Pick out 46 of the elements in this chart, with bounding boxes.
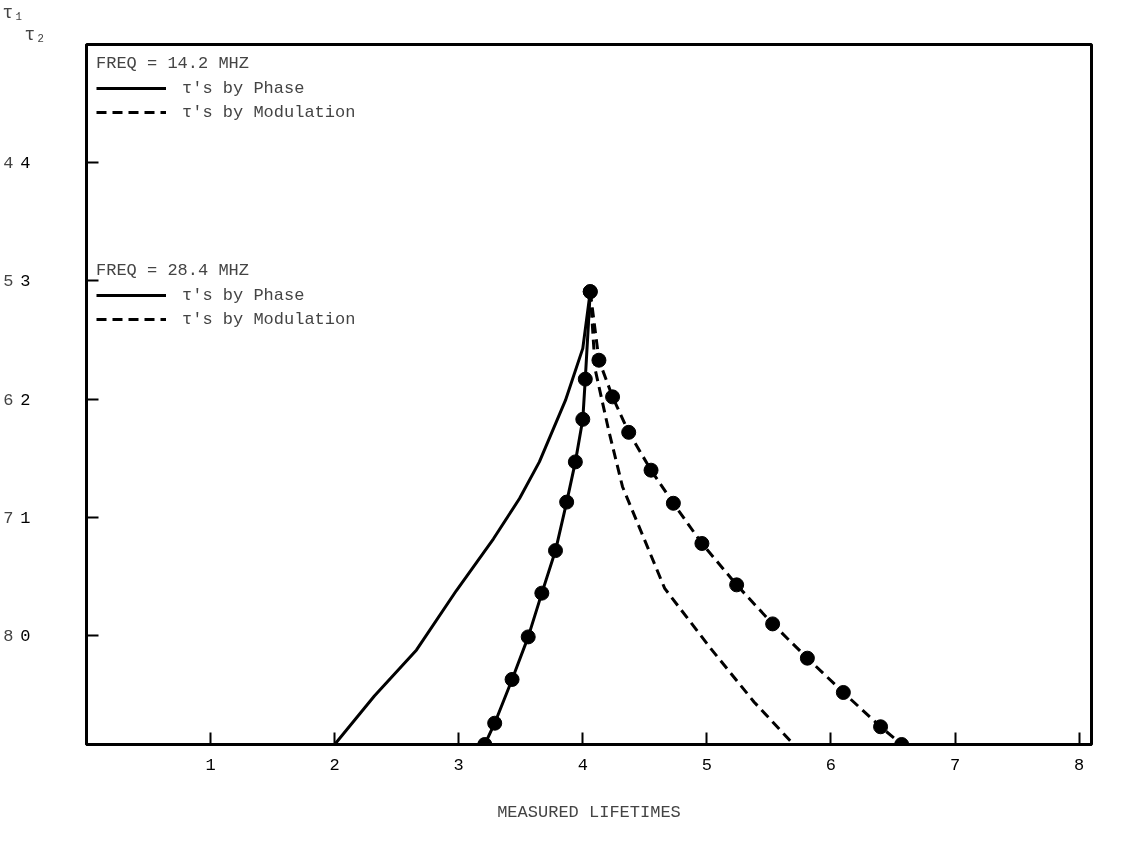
point [799,650,815,666]
point [567,454,583,470]
y-tick-label: 2 [20,390,31,410]
point [559,494,575,510]
point [504,671,520,687]
point [621,424,637,440]
y-tick-label: 0 [20,627,31,647]
point [835,684,851,700]
y-tick-label: 4 [20,154,31,174]
point [534,585,550,601]
legend-label: τ's by Modulation [182,309,356,329]
text: FREQ = 14.2 MHZ [96,54,250,73]
point [765,616,781,632]
point [729,577,745,593]
x-tick-label: 4 [577,755,588,775]
legend-label: τ's by Phase [182,285,305,305]
y2-tick-label: 5 [3,272,14,292]
point [694,536,710,551]
point [548,543,563,559]
y2-tick-label: 8 [3,627,14,647]
text: FREQ = 28.4 MHZ [96,261,250,280]
legend-label: τ's by Phase [182,78,305,98]
x-tick-label: 2 [329,755,340,775]
y-tick-label: 3 [20,272,31,292]
x-tick-label: 7 [949,755,961,775]
point [520,629,536,645]
y2-tick-label: 6 [3,390,14,410]
x-tick-label: 6 [825,755,837,775]
point [665,495,681,511]
x-tick-label: 1 [205,755,216,775]
x-axis-title: MEASURED LIFETIMES [497,802,681,822]
y-tick-label: 1 [20,508,31,528]
x-tick-label: 5 [701,755,712,775]
point [643,462,659,478]
point [575,411,591,427]
point [577,371,593,387]
y2-tick-label: 4 [3,154,14,174]
point [487,715,503,731]
point [605,389,621,405]
y2-axis-title: τ₁ [2,2,25,23]
x-tick-label: 8 [1073,755,1085,775]
y2-tick-label: 7 [3,508,14,528]
legend-label: τ's by Modulation [182,102,356,122]
y-axis-title: τ₂ [24,24,47,45]
point [873,719,889,735]
x-tick-label: 3 [453,755,464,775]
